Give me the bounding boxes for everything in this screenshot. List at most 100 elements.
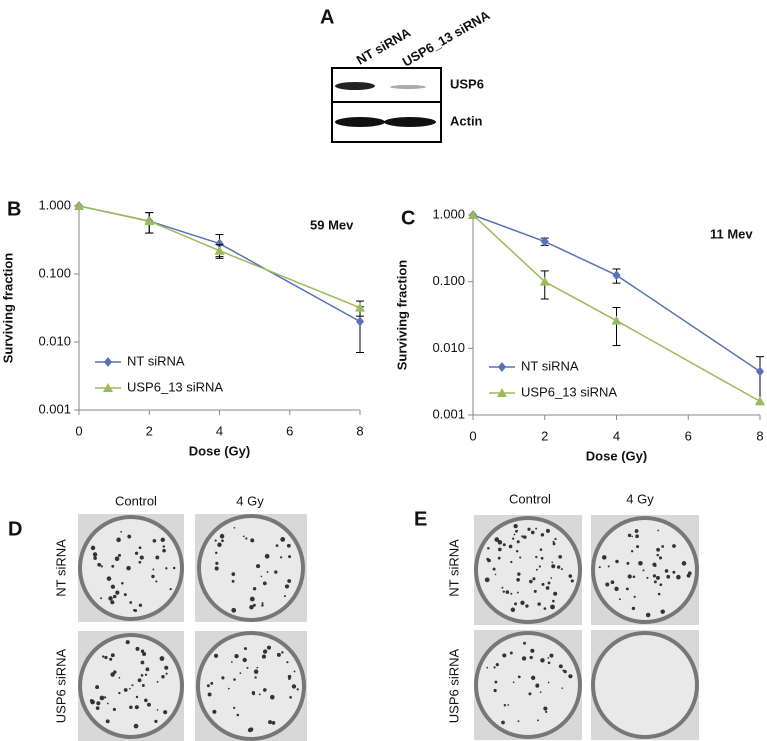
colony xyxy=(246,666,249,669)
y-tick-label: 1.000 xyxy=(432,206,465,221)
colony xyxy=(116,537,121,543)
x-tick-label: 8 xyxy=(356,423,363,438)
colony xyxy=(172,566,176,570)
colony xyxy=(512,537,515,540)
colony xyxy=(638,560,643,566)
row-label: USP6 siRNA xyxy=(446,648,461,723)
data-point xyxy=(539,276,550,286)
colony xyxy=(281,651,284,654)
colony xyxy=(135,646,140,651)
colony xyxy=(550,577,553,579)
row-label: NT siRNA xyxy=(53,539,68,597)
colony xyxy=(568,574,573,578)
colony xyxy=(131,684,134,687)
colony xyxy=(601,555,607,560)
colony xyxy=(242,657,247,663)
colony xyxy=(556,565,561,569)
data-point xyxy=(215,238,224,249)
colony xyxy=(271,721,276,725)
colony xyxy=(552,542,556,546)
colony xyxy=(498,540,501,543)
colony xyxy=(516,591,519,594)
colony xyxy=(140,660,145,665)
colony xyxy=(253,669,259,674)
colony xyxy=(507,704,510,706)
colony xyxy=(681,561,687,566)
colony xyxy=(654,564,657,568)
colony xyxy=(605,582,610,587)
colony xyxy=(610,580,615,585)
colony xyxy=(505,590,510,594)
colony xyxy=(121,582,124,585)
x-axis-label: Dose (Gy) xyxy=(586,448,647,463)
colony xyxy=(538,565,541,568)
colony xyxy=(120,530,123,533)
colony xyxy=(549,653,554,658)
colony xyxy=(513,523,518,529)
colony xyxy=(104,696,107,699)
colony xyxy=(510,560,513,564)
colony xyxy=(512,681,515,684)
colony xyxy=(250,538,255,543)
colony xyxy=(498,542,501,545)
colony xyxy=(540,533,545,537)
colony xyxy=(494,537,500,542)
colony xyxy=(287,579,292,583)
colony xyxy=(531,675,536,680)
data-point xyxy=(144,216,155,226)
y-axis-label: Surviving fraction xyxy=(394,260,409,371)
colony xyxy=(280,556,283,559)
x-tick-label: 4 xyxy=(613,428,620,443)
panel-label: E xyxy=(414,508,427,530)
colony xyxy=(137,678,142,683)
colony xyxy=(563,669,567,674)
colony xyxy=(503,704,507,707)
colony xyxy=(547,657,550,659)
colony xyxy=(527,527,531,531)
colony xyxy=(101,655,105,658)
data-point xyxy=(756,366,764,377)
colony xyxy=(162,545,166,548)
colony xyxy=(510,607,516,613)
legend-label: USP6_13 siRNA xyxy=(127,379,223,394)
colony xyxy=(523,641,526,645)
colony xyxy=(135,695,139,699)
colony xyxy=(568,674,573,679)
colony xyxy=(521,656,527,661)
colony xyxy=(129,601,133,604)
colony xyxy=(529,579,533,584)
legend-marker xyxy=(497,388,507,397)
colony xyxy=(540,556,544,560)
colony xyxy=(106,702,109,705)
colony xyxy=(631,535,633,538)
legend-label: NT siRNA xyxy=(127,353,185,368)
legend-marker xyxy=(104,357,112,367)
colony xyxy=(169,587,172,591)
colony xyxy=(140,649,145,653)
series-line xyxy=(472,214,761,373)
colony xyxy=(231,607,237,613)
colony xyxy=(129,687,131,690)
colony xyxy=(508,544,513,549)
colony xyxy=(138,603,143,607)
colony xyxy=(530,648,535,653)
colony xyxy=(266,570,269,573)
colony xyxy=(144,673,148,676)
colony xyxy=(268,720,273,725)
colony xyxy=(283,595,286,598)
colony xyxy=(687,571,692,576)
colony xyxy=(550,604,555,610)
colony xyxy=(519,556,522,559)
colony xyxy=(215,561,219,565)
colony xyxy=(254,676,257,679)
colony xyxy=(217,542,222,548)
colony xyxy=(117,553,122,557)
column-label: Control xyxy=(509,491,551,506)
colony xyxy=(214,566,219,571)
plate xyxy=(78,633,184,739)
colony xyxy=(657,592,661,596)
colony xyxy=(261,602,264,605)
colony xyxy=(288,555,292,559)
colony xyxy=(233,526,236,529)
colony xyxy=(547,661,551,665)
